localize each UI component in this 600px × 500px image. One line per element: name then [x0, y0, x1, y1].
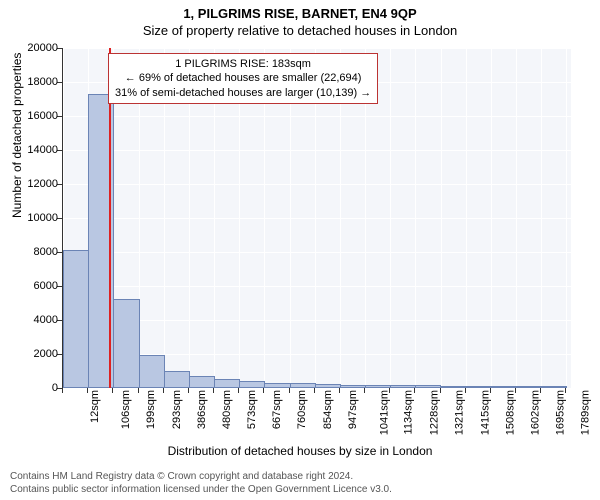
gridline-v [466, 48, 467, 388]
footer-line2: Contains public sector information licen… [10, 483, 392, 496]
y-tick-label: 0 [18, 382, 58, 394]
annotation-box: 1 PILGRIMS RISE: 183sqm ← 69% of detache… [108, 53, 378, 104]
histogram-bar [264, 383, 290, 388]
histogram-bar [214, 379, 240, 388]
footer-line1: Contains HM Land Registry data © Crown c… [10, 470, 392, 483]
histogram-bar [415, 385, 441, 388]
histogram-bar [239, 381, 265, 388]
x-tick-label: 199sqm [145, 390, 157, 429]
histogram-bar [516, 386, 542, 388]
x-tick-label: 1415sqm [479, 390, 491, 435]
x-tick-label: 106sqm [120, 390, 132, 429]
histogram-bar [390, 385, 416, 388]
histogram-bar [340, 385, 366, 388]
gridline-v [516, 48, 517, 388]
x-tick-label: 1789sqm [579, 390, 591, 435]
x-tick-label: 1321sqm [453, 390, 465, 435]
histogram-bar [139, 355, 165, 388]
chart-container: 1, PILGRIMS RISE, BARNET, EN4 9QP Size o… [0, 0, 600, 500]
annotation-line2: ← 69% of detached houses are smaller (22… [115, 71, 371, 85]
y-tick-label: 6000 [18, 280, 58, 292]
y-tick-label: 18000 [18, 76, 58, 88]
gridline-v [390, 48, 391, 388]
x-tick-label: 386sqm [196, 390, 208, 429]
footer: Contains HM Land Registry data © Crown c… [10, 470, 392, 496]
gridline-v [441, 48, 442, 388]
histogram-bar [315, 384, 341, 388]
x-tick-label: 1041sqm [378, 390, 390, 435]
x-tick-label: 573sqm [246, 390, 258, 429]
x-tick-label: 947sqm [347, 390, 359, 429]
x-tick-label: 1134sqm [402, 390, 414, 434]
histogram-bar [63, 250, 89, 388]
y-tick-label: 14000 [18, 144, 58, 156]
title-sub: Size of property relative to detached ho… [0, 21, 600, 38]
y-tick-label: 10000 [18, 212, 58, 224]
x-tick-label: 1695sqm [554, 390, 566, 435]
x-tick-label: 760sqm [296, 390, 308, 429]
gridline-v [566, 48, 567, 388]
annotation-line3: 31% of semi-detached houses are larger (… [115, 86, 371, 100]
x-tick-label: 1508sqm [504, 390, 516, 435]
gridline-v [415, 48, 416, 388]
title-main: 1, PILGRIMS RISE, BARNET, EN4 9QP [0, 0, 600, 21]
histogram-bar [189, 376, 215, 388]
histogram-bar [441, 386, 467, 389]
y-tick-label: 8000 [18, 246, 58, 258]
x-axis-label: Distribution of detached houses by size … [0, 444, 600, 458]
histogram-bar [541, 386, 567, 388]
histogram-bar [290, 383, 316, 388]
y-tick-label: 4000 [18, 314, 58, 326]
histogram-bar [365, 385, 391, 388]
annotation-line1: 1 PILGRIMS RISE: 183sqm [115, 57, 371, 71]
y-tick-label: 2000 [18, 348, 58, 360]
gridline-v [491, 48, 492, 388]
x-tick-label: 480sqm [221, 390, 233, 429]
gridline-h [63, 388, 571, 389]
x-tick-label: 1228sqm [428, 390, 440, 435]
histogram-bar [491, 386, 517, 388]
y-tick-label: 16000 [18, 110, 58, 122]
histogram-bar [113, 299, 139, 388]
x-tick-label: 854sqm [322, 390, 334, 429]
x-tick-label: 293sqm [171, 390, 183, 429]
histogram-bar [466, 386, 492, 388]
gridline-v [541, 48, 542, 388]
x-tick-label: 1602sqm [529, 390, 541, 435]
y-tick-label: 20000 [18, 42, 58, 54]
histogram-bar [164, 371, 190, 388]
y-tick-label: 12000 [18, 178, 58, 190]
x-tick-label: 667sqm [271, 390, 283, 429]
x-tick-label: 12sqm [89, 390, 101, 423]
